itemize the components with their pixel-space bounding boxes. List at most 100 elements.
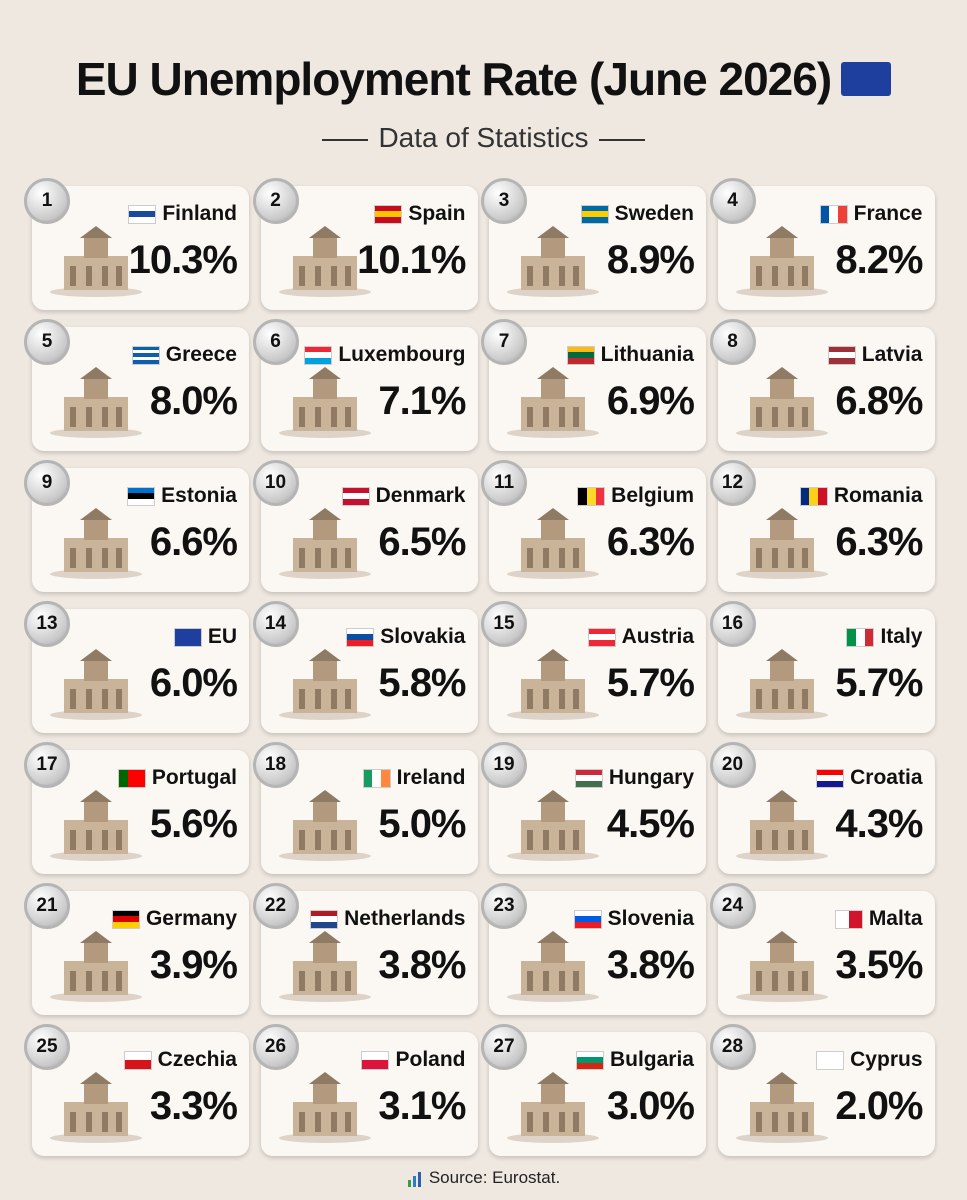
unemployment-rate: 8.2% bbox=[835, 238, 923, 282]
country-name: Luxembourg bbox=[338, 343, 466, 366]
country-card: 13 EU 6.0% bbox=[24, 601, 249, 733]
landmark-illustration bbox=[507, 367, 599, 438]
landmark-illustration bbox=[278, 367, 371, 438]
landmark-illustration bbox=[50, 226, 142, 297]
unemployment-rate: 3.0% bbox=[606, 1084, 695, 1128]
country-label: Latvia bbox=[827, 343, 923, 367]
flag-icon bbox=[341, 486, 370, 506]
flag-icon bbox=[577, 486, 606, 506]
rank-badge: 17 bbox=[24, 742, 70, 788]
unemployment-rate: 6.0% bbox=[149, 661, 238, 705]
country-card: 26 Poland 3.1% bbox=[252, 1024, 478, 1156]
landmark-illustration bbox=[278, 226, 371, 297]
flag-icon bbox=[128, 204, 157, 224]
flag-icon bbox=[827, 345, 856, 365]
country-card: 6 Luxembourg 7.1% bbox=[252, 319, 478, 451]
country-name: Hungary bbox=[608, 766, 694, 789]
country-label: Belgium bbox=[577, 484, 694, 508]
flag-icon bbox=[799, 486, 828, 506]
country-name: Portugal bbox=[151, 766, 237, 789]
rank-badge: 3 bbox=[481, 178, 527, 224]
unemployment-rate: 6.5% bbox=[378, 520, 466, 564]
flag-icon bbox=[310, 909, 339, 929]
landmark-illustration bbox=[278, 931, 371, 1002]
country-label: Denmark bbox=[341, 484, 466, 508]
rank-badge: 24 bbox=[709, 883, 756, 929]
unemployment-rate: 2.0% bbox=[835, 1084, 923, 1128]
rank-badge: 8 bbox=[709, 319, 756, 365]
country-name: Netherlands bbox=[344, 907, 466, 930]
rank-badge: 27 bbox=[481, 1024, 527, 1070]
rank-badge: 21 bbox=[24, 883, 70, 929]
country-card: 20 Croatia 4.3% bbox=[709, 742, 935, 874]
rank-badge: 26 bbox=[252, 1024, 299, 1070]
landmark-illustration bbox=[507, 790, 599, 861]
country-label: Finland bbox=[128, 202, 237, 226]
rank-badge: 25 bbox=[24, 1024, 70, 1070]
unemployment-rate: 8.0% bbox=[149, 379, 238, 423]
landmark-illustration bbox=[735, 226, 828, 297]
country-card: 23 Slovenia 3.8% bbox=[481, 883, 706, 1015]
rank-badge: 7 bbox=[481, 319, 527, 365]
country-name: France bbox=[853, 202, 923, 225]
unemployment-rate: 10.1% bbox=[357, 238, 466, 282]
title: EU Unemployment Rate (June 2026) bbox=[75, 53, 832, 105]
country-name: Estonia bbox=[161, 484, 237, 507]
country-card: 24 Malta 3.5% bbox=[709, 883, 935, 1015]
flag-icon bbox=[123, 1050, 152, 1070]
rank-badge: 9 bbox=[24, 460, 70, 506]
eu-flag-icon bbox=[841, 61, 892, 96]
unemployment-rate: 7.1% bbox=[378, 379, 466, 423]
unemployment-rate: 6.6% bbox=[149, 520, 238, 564]
country-label: Croatia bbox=[816, 766, 923, 790]
country-name: Sweden bbox=[614, 202, 694, 225]
country-name: Lithuania bbox=[600, 343, 694, 366]
rank-badge: 12 bbox=[709, 460, 756, 506]
country-label: Germany bbox=[111, 907, 237, 931]
country-card: 25 Czechia 3.3% bbox=[24, 1024, 249, 1156]
landmark-illustration bbox=[50, 1072, 142, 1143]
country-card: 2 Spain 10.1% bbox=[252, 178, 478, 310]
country-label: Italy bbox=[846, 625, 923, 649]
country-card: 21 Germany 3.9% bbox=[24, 883, 249, 1015]
flag-icon bbox=[587, 627, 616, 647]
title-row: EU Unemployment Rate (June 2026) bbox=[0, 52, 967, 106]
landmark-illustration bbox=[507, 508, 599, 579]
landmark-illustration bbox=[278, 649, 371, 720]
flag-icon bbox=[131, 345, 160, 365]
landmark-illustration bbox=[735, 1072, 828, 1143]
country-label: Ireland bbox=[362, 766, 466, 790]
country-label: Bulgaria bbox=[575, 1048, 694, 1072]
rank-badge: 4 bbox=[709, 178, 756, 224]
country-name: Cyprus bbox=[850, 1048, 923, 1071]
rank-badge: 23 bbox=[481, 883, 527, 929]
unemployment-rate: 5.8% bbox=[378, 661, 466, 705]
landmark-illustration bbox=[735, 649, 828, 720]
unemployment-rate: 4.5% bbox=[606, 802, 695, 846]
source-icon bbox=[407, 1171, 421, 1187]
flag-icon bbox=[117, 768, 146, 788]
country-label: Cyprus bbox=[816, 1048, 923, 1072]
unemployment-rate: 3.8% bbox=[378, 943, 466, 987]
country-name: Romania bbox=[833, 484, 923, 507]
landmark-illustration bbox=[735, 790, 828, 861]
unemployment-rate: 5.7% bbox=[835, 661, 923, 705]
country-card: 16 Italy 5.7% bbox=[709, 601, 935, 733]
country-name: Slovakia bbox=[380, 625, 466, 648]
country-label: France bbox=[819, 202, 923, 226]
country-label: Lithuania bbox=[566, 343, 694, 367]
rank-badge: 14 bbox=[252, 601, 299, 647]
country-name: Ireland bbox=[396, 766, 466, 789]
landmark-illustration bbox=[507, 226, 599, 297]
country-name: Slovenia bbox=[607, 907, 694, 930]
unemployment-rate: 5.0% bbox=[378, 802, 466, 846]
landmark-illustration bbox=[278, 508, 371, 579]
unemployment-rate: 5.6% bbox=[149, 802, 238, 846]
rank-badge: 28 bbox=[709, 1024, 756, 1070]
country-name: Germany bbox=[145, 907, 237, 930]
country-name: Finland bbox=[162, 202, 237, 225]
country-label: Poland bbox=[361, 1048, 466, 1072]
country-card: 27 Bulgaria 3.0% bbox=[481, 1024, 706, 1156]
country-name: Austria bbox=[621, 625, 694, 648]
landmark-illustration bbox=[50, 931, 142, 1002]
